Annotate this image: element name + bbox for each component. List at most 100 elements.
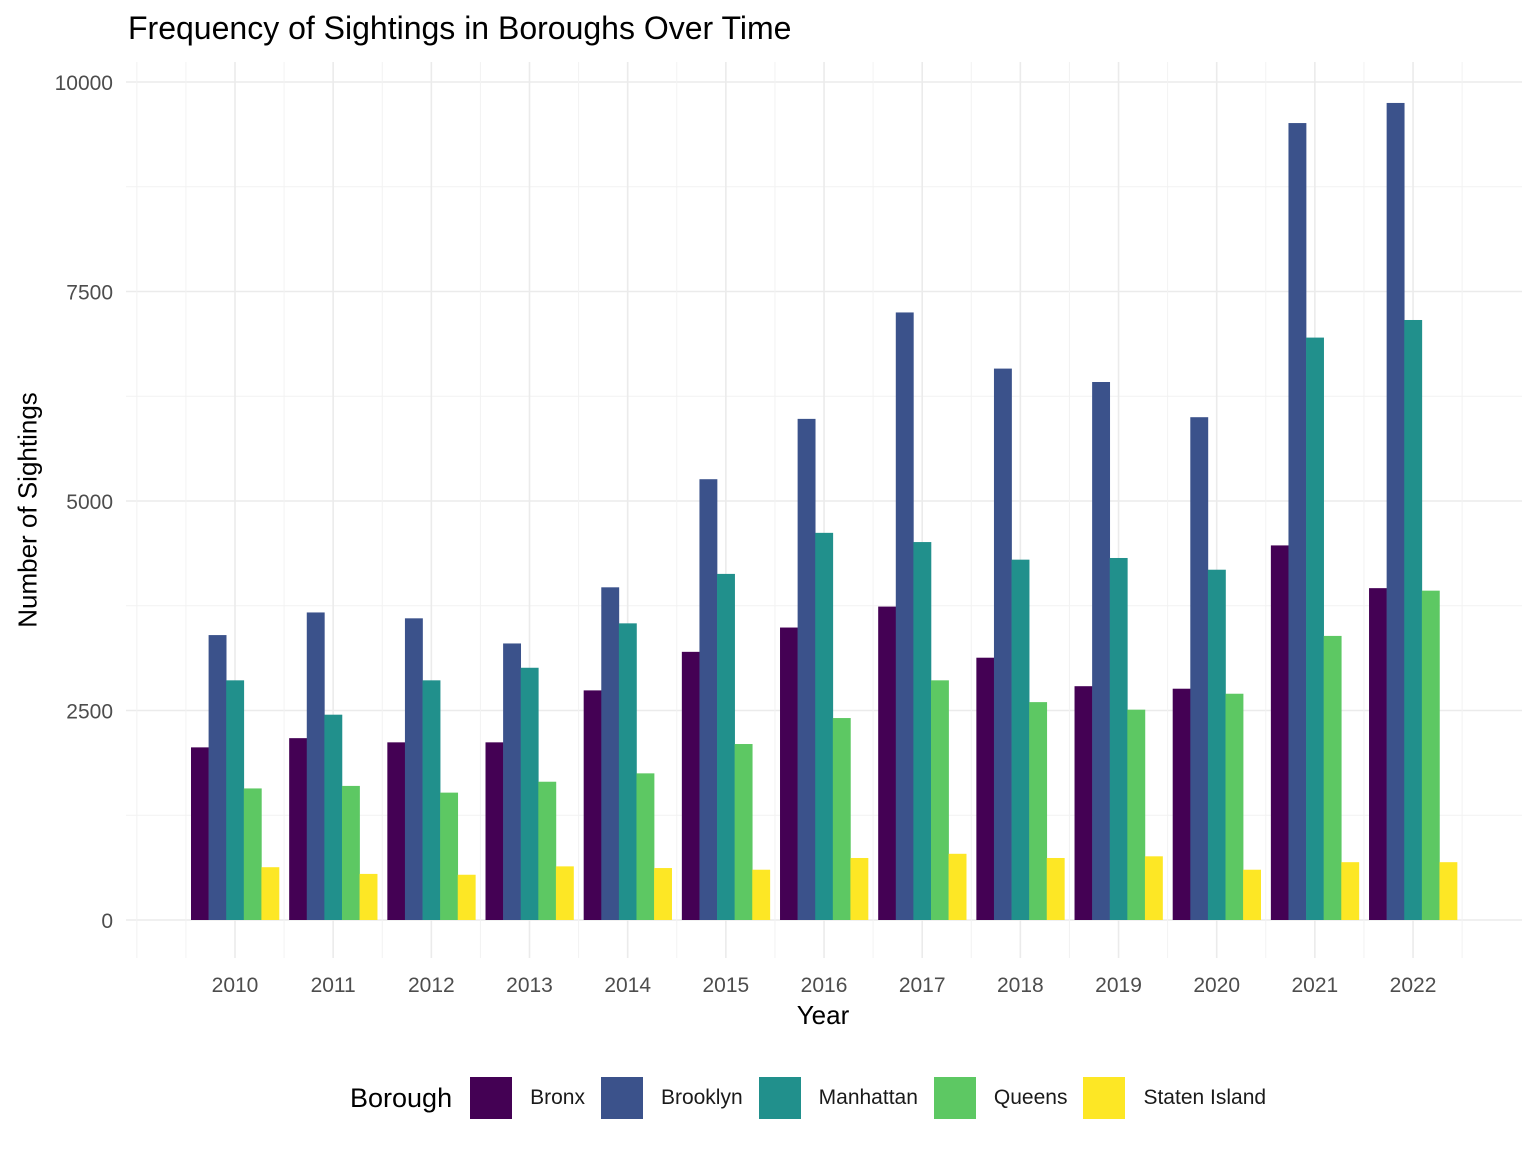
bar-queens-2014 [636, 773, 655, 920]
bar-staten-island-2013 [555, 866, 574, 920]
bar-queens-2015 [734, 744, 753, 920]
bar-staten-island-2016 [850, 857, 869, 920]
legend-swatch [758, 1077, 801, 1119]
x-tick-label: 2018 [997, 974, 1044, 997]
bar-queens-2021 [1323, 635, 1342, 920]
x-tick-label: 2017 [899, 974, 946, 997]
x-tick-label: 2015 [702, 974, 749, 997]
bar-queens-2016 [832, 718, 851, 920]
bar-queens-2012 [440, 792, 459, 920]
bar-bronx-2019 [1074, 686, 1093, 920]
bar-queens-2022 [1421, 590, 1440, 920]
bar-staten-island-2010 [261, 867, 280, 920]
bar-queens-2013 [538, 781, 557, 920]
bar-brooklyn-2017 [895, 312, 914, 920]
bar-staten-island-2018 [1046, 857, 1065, 920]
y-tick-label: 2500 [66, 701, 113, 724]
legend-item-manhattan: Manhattan [758, 1077, 918, 1119]
bar-staten-island-2011 [359, 873, 378, 920]
bar-staten-island-2019 [1144, 856, 1163, 920]
bar-manhattan-2018 [1011, 559, 1030, 920]
bar-staten-island-2012 [457, 874, 476, 920]
legend-label: Queens [993, 1086, 1068, 1109]
bar-manhattan-2011 [324, 714, 343, 920]
bar-manhattan-2010 [226, 680, 245, 920]
bar-brooklyn-2012 [404, 618, 423, 920]
bar-bronx-2011 [289, 738, 308, 920]
bar-staten-island-2022 [1439, 862, 1458, 920]
bar-bronx-2016 [780, 627, 798, 920]
bar-brooklyn-2013 [503, 643, 522, 920]
bar-bronx-2010 [191, 747, 209, 920]
x-tick-label: 2022 [1390, 974, 1437, 997]
y-axis-ticks: 0 2500 5000 7500 10000 [55, 72, 113, 933]
legend: Borough Bronx Brooklyn Manhattan Queens Stat… [350, 1076, 1282, 1120]
bar-queens-2010 [243, 788, 262, 920]
x-axis-ticks: 2010 2011 2012 2013 2014 2015 2016 2017 2018 2019… [212, 974, 1437, 997]
x-axis-label: Year [796, 1000, 850, 1030]
legend-label: Staten Island [1143, 1086, 1267, 1109]
x-tick-label: 2021 [1292, 974, 1339, 997]
bar-bronx-2013 [485, 742, 504, 920]
bar-manhattan-2013 [520, 667, 539, 920]
bar-manhattan-2015 [717, 573, 735, 920]
chart-title: Frequency of Sightings in Boroughs Over … [128, 10, 792, 46]
legend-label: Manhattan [818, 1086, 918, 1109]
bar-manhattan-2022 [1404, 319, 1423, 920]
bar-bronx-2014 [583, 690, 602, 920]
bar-queens-2017 [930, 680, 949, 920]
x-tick-label: 2013 [506, 974, 553, 997]
x-tick-label: 2020 [1193, 974, 1240, 997]
bar-staten-island-2015 [752, 869, 771, 920]
bar-brooklyn-2011 [306, 612, 325, 920]
bar-brooklyn-2015 [699, 479, 718, 920]
bar-manhattan-2020 [1207, 569, 1226, 920]
x-tick-label: 2011 [311, 974, 356, 997]
bar-staten-island-2017 [948, 853, 967, 920]
bar-brooklyn-2019 [1092, 382, 1111, 920]
y-tick-label: 10000 [55, 72, 113, 95]
bar-manhattan-2012 [422, 680, 441, 920]
x-tick-label: 2014 [604, 974, 651, 997]
bar-queens-2019 [1127, 709, 1146, 920]
bars [191, 102, 1458, 921]
bar-brooklyn-2014 [601, 587, 620, 920]
bar-manhattan-2014 [618, 623, 637, 920]
bar-staten-island-2021 [1341, 862, 1360, 920]
bar-queens-2018 [1029, 702, 1048, 920]
y-tick-label: 0 [101, 910, 113, 933]
bar-brooklyn-2010 [208, 635, 227, 920]
bar-queens-2020 [1225, 693, 1244, 920]
bar-bronx-2017 [878, 606, 897, 920]
x-tick-label: 2016 [801, 974, 848, 997]
bar-staten-island-2020 [1243, 869, 1261, 920]
bar-brooklyn-2018 [993, 368, 1012, 920]
y-tick-label: 5000 [66, 491, 113, 514]
bar-manhattan-2019 [1109, 557, 1128, 920]
legend-swatch [600, 1077, 643, 1119]
bar-brooklyn-2021 [1288, 123, 1307, 920]
bar-bronx-2018 [976, 657, 995, 920]
bar-bronx-2022 [1369, 588, 1387, 920]
y-tick-label: 7500 [66, 282, 113, 305]
bar-bronx-2020 [1172, 688, 1191, 920]
legend-item-staten-island: Staten Island [1083, 1077, 1266, 1119]
bar-bronx-2021 [1270, 545, 1289, 920]
bar-queens-2011 [341, 785, 360, 920]
bar-manhattan-2021 [1306, 337, 1324, 921]
legend-swatch [470, 1077, 513, 1119]
legend-swatch [1083, 1077, 1126, 1119]
x-tick-label: 2019 [1095, 974, 1142, 997]
x-tick-label: 2010 [212, 974, 259, 997]
bar-brooklyn-2020 [1190, 417, 1209, 920]
legend-item-bronx: Bronx [470, 1077, 585, 1119]
legend-item-brooklyn: Brooklyn [600, 1077, 743, 1119]
y-axis-label: Number of Sightings [12, 392, 43, 628]
bar-brooklyn-2022 [1386, 102, 1405, 920]
legend-swatch [933, 1077, 976, 1119]
bar-bronx-2012 [387, 742, 406, 920]
x-tick-label: 2012 [408, 974, 455, 997]
legend-label: Brooklyn [660, 1086, 743, 1109]
bar-staten-island-2014 [654, 868, 672, 920]
